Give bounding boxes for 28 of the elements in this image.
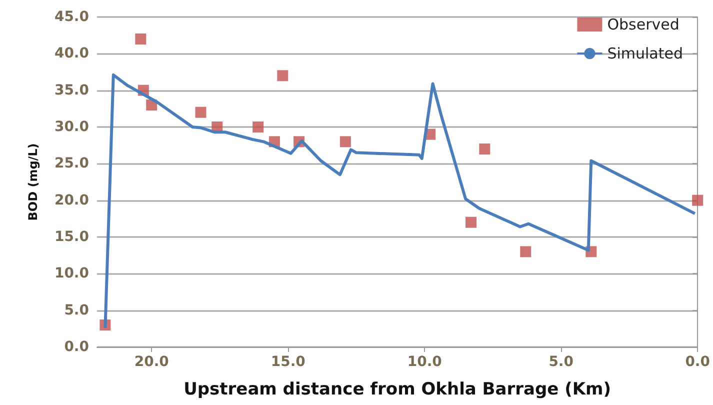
point xyxy=(135,34,146,44)
x-tick-label: 10.0 xyxy=(407,354,442,370)
y-tick-label: 25.0 xyxy=(54,156,90,172)
x-tick-label: 15.0 xyxy=(270,354,306,370)
y-tick-label: 0.0 xyxy=(64,339,90,355)
y-tick-label: 20.0 xyxy=(54,192,90,208)
y-tick-label: 45.0 xyxy=(54,9,90,25)
point xyxy=(479,144,490,154)
y-tick-label: 35.0 xyxy=(54,82,90,98)
y-tick-label: 40.0 xyxy=(54,46,90,62)
point xyxy=(520,246,532,258)
y-tick-label: 5.0 xyxy=(64,302,90,318)
x-axis-title: Upstream distance from Okhla Barrage (Km) xyxy=(184,380,612,400)
point xyxy=(277,70,288,82)
point xyxy=(252,122,264,132)
x-tick-label: 20.0 xyxy=(134,354,170,370)
x-tick-label: 5.0 xyxy=(548,354,574,370)
legend-label: Observed xyxy=(607,16,680,34)
point xyxy=(692,194,704,206)
y-tick-label: 30.0 xyxy=(54,119,90,135)
y-axis-title: BOD (mg/L) xyxy=(26,143,40,221)
y-tick-label: 15.0 xyxy=(54,229,90,245)
point xyxy=(340,136,351,148)
point xyxy=(195,106,206,118)
legend-label: Simulated xyxy=(607,44,684,62)
point xyxy=(466,216,477,228)
y-tick-label: 10.0 xyxy=(54,266,90,282)
x-tick-label: 0.0 xyxy=(685,354,710,370)
